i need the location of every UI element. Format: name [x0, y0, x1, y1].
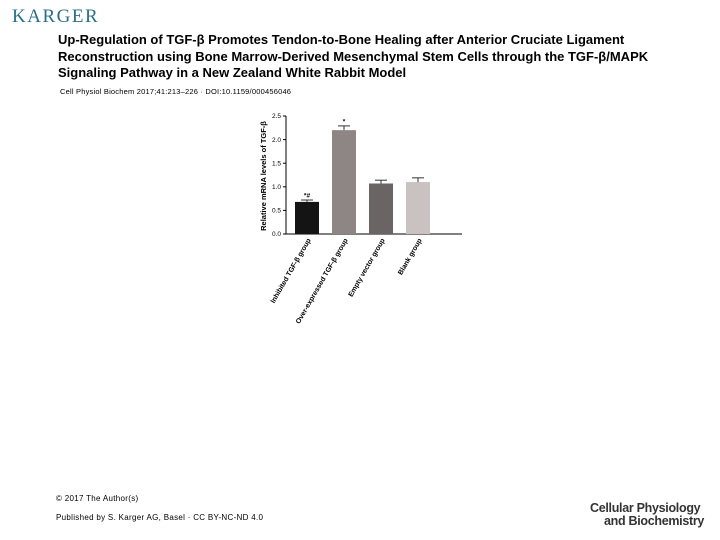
y-tick-label: 2.5 [272, 113, 281, 120]
bar [332, 130, 356, 234]
journal-logo: Cellular Physiology and Biochemistry [590, 502, 715, 528]
bar [295, 201, 319, 234]
y-tick-label: 1.5 [272, 160, 281, 167]
significance-label: * [343, 118, 346, 125]
y-tick-label: 0.5 [272, 208, 281, 215]
journal-logo-line-2: and Biochemistry [604, 514, 705, 528]
y-tick-label: 0.0 [272, 231, 281, 238]
significance-label: *# [304, 193, 311, 200]
journal-logo-line-1: Cellular Physiology [590, 501, 701, 515]
karger-logo: KARGER [12, 6, 100, 27]
figure-title: Up-Regulation of TGF-β Promotes Tendon-t… [58, 32, 649, 80]
y-tick-label: 2.0 [272, 137, 281, 144]
y-tick-label: 1.0 [272, 184, 281, 191]
x-tick-label: Inhibited TGF-β group [270, 238, 313, 305]
publisher-license: Published by S. Karger AG, Basel · CC BY… [56, 513, 264, 522]
bar [369, 183, 393, 234]
citation: Cell Physiol Biochem 2017;41:213–226 · D… [60, 87, 292, 96]
copyright: © 2017 The Author(s) [56, 494, 139, 503]
bar [406, 182, 430, 234]
y-axis-label: Relative mRNA levels of TGF-β [259, 121, 268, 231]
x-tick-label: Empty vector group [348, 238, 387, 299]
x-tick-label: Blank group [397, 238, 423, 277]
bar-chart: Relative mRNA levels of TGF-β 0.0 0.5 1.0 1… [259, 113, 462, 325]
